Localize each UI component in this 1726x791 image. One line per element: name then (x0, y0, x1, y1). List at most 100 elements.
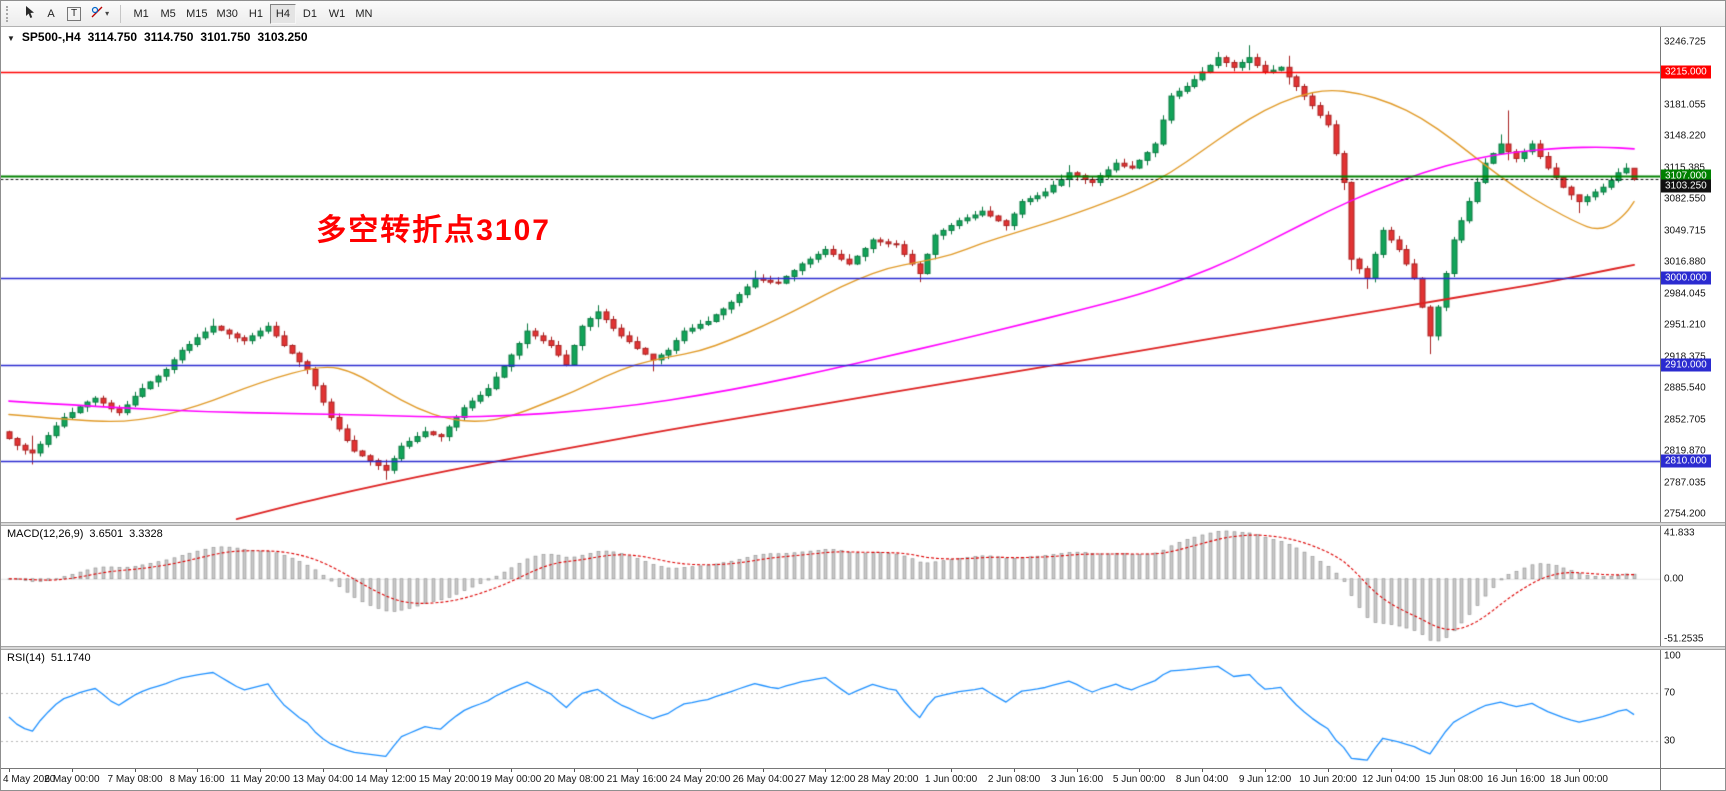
shapes-dropdown-button[interactable]: ▾ (87, 4, 113, 24)
time-axis-tick (1391, 769, 1392, 772)
price-axis-label: 3016.880 (1664, 256, 1706, 268)
chart-title: ▼ SP500-,H4 3114.750 3114.750 3101.750 3… (7, 30, 308, 44)
time-axis-label: 8 Jun 04:00 (1175, 774, 1229, 785)
annotation-text: 多空转折点3107 (316, 214, 551, 248)
rsi-pane[interactable]: RSI(14) 51.1740 (1, 650, 1661, 768)
macd-pane[interactable]: MACD(12,26,9) 3.6501 3.3328 (1, 526, 1661, 646)
quote-high: 3114.750 (144, 30, 194, 44)
time-axis-label: 2 Jun 08:00 (987, 774, 1041, 785)
cursor-tool-button[interactable] (19, 4, 39, 24)
macd-axis-max: 41.833 (1664, 527, 1695, 539)
time-axis-label: 18 Jun 00:00 (1550, 774, 1608, 785)
toolbar-separator (120, 4, 122, 23)
time-axis-label: 6 May 00:00 (44, 774, 100, 785)
time-axis-tick (637, 769, 638, 772)
price-axis-label: 2787.035 (1664, 477, 1706, 489)
price-axis-label: 2819.870 (1664, 445, 1706, 457)
price-chart-pane[interactable]: ▼ SP500-,H4 3114.750 3114.750 3101.750 3… (1, 27, 1661, 522)
timeframe-m1-button[interactable]: M1 (133, 7, 149, 20)
time-axis-tick (449, 769, 450, 772)
price-axis-label: 2984.045 (1664, 288, 1706, 300)
time-axis-label: 8 May 16:00 (169, 774, 225, 785)
rsi-axis[interactable]: 100 70 30 (1661, 650, 1725, 768)
time-axis-tick (1579, 769, 1580, 772)
time-axis-tick (1265, 769, 1266, 772)
macd-canvas[interactable] (1, 526, 1660, 646)
price-axis-label: 3246.725 (1664, 36, 1706, 48)
time-axis-tick (511, 769, 512, 772)
time-axis-label: 5 Jun 00:00 (1112, 774, 1166, 785)
time-axis-label: 14 May 12:00 (355, 774, 417, 785)
quote-close: 3103.250 (257, 30, 308, 44)
price-axis-label: 2951.210 (1664, 319, 1706, 331)
price-badge-2910.000: 2910.000 (1661, 358, 1711, 372)
time-axis-label: 10 Jun 20:00 (1299, 774, 1357, 785)
time-axis-corner (1661, 768, 1725, 790)
toolbar-grip[interactable] (6, 5, 12, 22)
timeframe-w1-button[interactable]: W1 (328, 7, 346, 20)
text-frame-tool-button[interactable]: T (63, 4, 85, 24)
time-axis-label: 13 May 04:00 (292, 774, 354, 785)
collapse-icon: ▼ (7, 34, 15, 43)
time-axis-label: 16 Jun 16:00 (1487, 774, 1545, 785)
time-axis-tick (1139, 769, 1140, 772)
time-axis-tick (135, 769, 136, 772)
time-axis-label: 19 May 00:00 (480, 774, 542, 785)
quote-low: 3101.750 (200, 30, 251, 44)
time-axis-label: 26 May 04:00 (732, 774, 794, 785)
price-badge-3107.000: 3107.000 (1661, 169, 1711, 183)
time-axis-label: 7 May 08:00 (107, 774, 163, 785)
timeframe-h1-button[interactable]: H1 (248, 7, 263, 20)
timeframe-m5-button[interactable]: M5 (160, 7, 176, 20)
timeframe-m15-button[interactable]: M15 (186, 7, 208, 20)
pane-separator[interactable] (1, 522, 1725, 526)
time-axis-tick (888, 769, 889, 772)
time-axis-label: 15 Jun 08:00 (1425, 774, 1483, 785)
rsi-canvas[interactable] (1, 650, 1660, 768)
price-axis-label: 3049.715 (1664, 225, 1706, 237)
toolbar: A T ▾ M1 M5 M15 M30 H1 H4 D1 W1 MN (1, 1, 1725, 27)
timeframe-d1-button[interactable]: D1 (302, 7, 317, 20)
price-axis-label: 2918.375 (1664, 351, 1706, 363)
price-badge-3215.000: 3215.000 (1661, 65, 1711, 79)
price-axis[interactable]: 3246.7253213.8903181.0553148.2203115.385… (1661, 27, 1725, 522)
price-badge-2810.000: 2810.000 (1661, 454, 1711, 468)
time-axis-tick (323, 769, 324, 772)
time-axis-label: 28 May 20:00 (857, 774, 919, 785)
time-axis-label: 1 Jun 00:00 (924, 774, 978, 785)
time-axis-tick (700, 769, 701, 772)
macd-axis-zero: 0.00 (1664, 573, 1684, 585)
rsi-value: 51.1740 (50, 652, 91, 664)
time-axis-tick (825, 769, 826, 772)
price-axis-label: 3082.550 (1664, 193, 1706, 205)
shapes-icon (91, 6, 103, 21)
time-axis-label: 3 Jun 16:00 (1050, 774, 1104, 785)
macd-axis[interactable]: 41.833 0.00 -51.2535 (1661, 526, 1725, 646)
timeframe-mn-button[interactable]: MN (355, 7, 373, 20)
time-axis-tick (1202, 769, 1203, 772)
quote-open: 3114.750 (87, 30, 138, 44)
price-chart-canvas[interactable] (1, 27, 1660, 522)
time-axis-tick (1328, 769, 1329, 772)
symbol-period-label: SP500-,H4 (21, 30, 81, 44)
pane-separator[interactable] (1, 646, 1725, 650)
timeframe-h4-button[interactable]: H4 (269, 3, 296, 24)
time-axis-tick (763, 769, 764, 772)
text-tool-button[interactable]: A (47, 7, 55, 20)
macd-value-main: 3.6501 (89, 528, 124, 540)
time-axis-tick (1077, 769, 1078, 772)
time-axis-label: 4 May 2020 (3, 774, 56, 785)
timeframe-m30-button[interactable]: M30 (216, 7, 238, 20)
time-axis-tick (260, 769, 261, 772)
time-axis-tick (574, 769, 575, 772)
price-axis-label: 3181.055 (1664, 99, 1706, 111)
time-axis-label: 20 May 08:00 (543, 774, 605, 785)
rsi-axis-30: 30 (1664, 735, 1676, 747)
rsi-axis-70: 70 (1664, 687, 1676, 699)
time-axis[interactable]: 4 May 2020 6 May 00:00 7 May 08:00 8 May 16… (1, 768, 1661, 790)
time-axis-tick (951, 769, 952, 772)
time-axis-tick (72, 769, 73, 772)
price-badge-3103.250: 3103.250 (1661, 179, 1711, 193)
time-axis-tick (1454, 769, 1455, 772)
time-axis-label: 11 May 20:00 (230, 774, 290, 785)
